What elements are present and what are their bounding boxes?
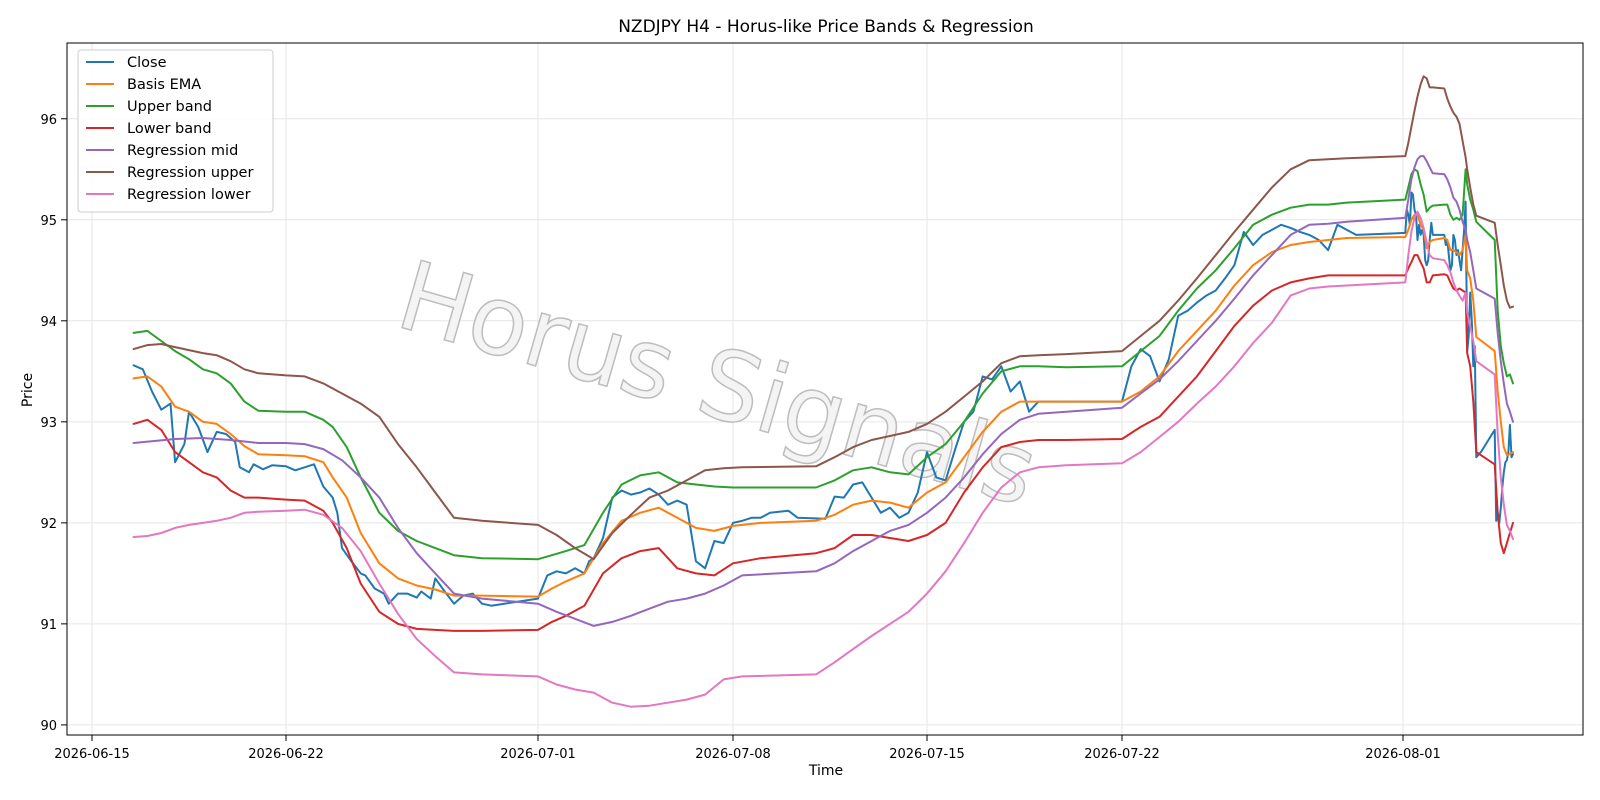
legend-label-basis-ema: Basis EMA: [127, 77, 201, 93]
x-tick-label: 2026-07-15: [889, 747, 965, 762]
legend-label-lower-band: Lower band: [127, 121, 212, 137]
series-line-regression-lower: [132, 210, 1514, 708]
series-line-lower-band: [132, 254, 1514, 632]
y-axis-label: Price: [20, 373, 36, 407]
legend-label-regression-upper: Regression upper: [127, 165, 253, 181]
x-tick-label: 2026-07-01: [500, 747, 576, 762]
series-line-close: [132, 191, 1514, 607]
series-line-regression-upper: [132, 75, 1514, 561]
legend-label-upper-band: Upper band: [127, 99, 212, 115]
grid: [67, 43, 1583, 735]
x-tick-label: 2026-06-15: [54, 747, 130, 762]
legend-label-regression-mid: Regression mid: [127, 143, 238, 159]
y-tick-label: 95: [40, 214, 57, 229]
x-axis-label: Time: [808, 763, 843, 779]
series-line-regression-mid: [132, 155, 1514, 627]
y-axis: 90 91 92 93 94 95 96: [40, 113, 67, 734]
y-tick-label: 93: [40, 416, 57, 431]
legend-label-close: Close: [127, 55, 167, 71]
y-tick-label: 94: [40, 315, 57, 330]
x-tick-label: 2026-08-01: [1365, 747, 1441, 762]
legend-label-regression-lower: Regression lower: [127, 187, 251, 203]
legend-box: [77, 49, 274, 213]
y-tick-label: 92: [40, 517, 57, 532]
chart-title: NZDJPY H4 - Horus-like Price Bands & Reg…: [618, 17, 1034, 37]
series-line-basis-ema: [132, 213, 1514, 598]
x-tick-label: 2026-07-22: [1084, 747, 1160, 762]
x-axis: 2026-06-15 2026-06-22 2026-07-01 2026-07-08…: [54, 735, 1441, 762]
plot-frame: [66, 42, 1584, 736]
y-tick-label: 91: [40, 618, 57, 633]
x-tick-label: 2026-06-22: [248, 747, 324, 762]
y-tick-label: 96: [40, 113, 57, 128]
legend: Close Basis EMA Upper band Lower band Regres…: [77, 49, 274, 213]
x-tick-label: 2026-07-08: [695, 747, 771, 762]
series-layer: [132, 75, 1514, 708]
y-tick-label: 90: [40, 719, 57, 734]
